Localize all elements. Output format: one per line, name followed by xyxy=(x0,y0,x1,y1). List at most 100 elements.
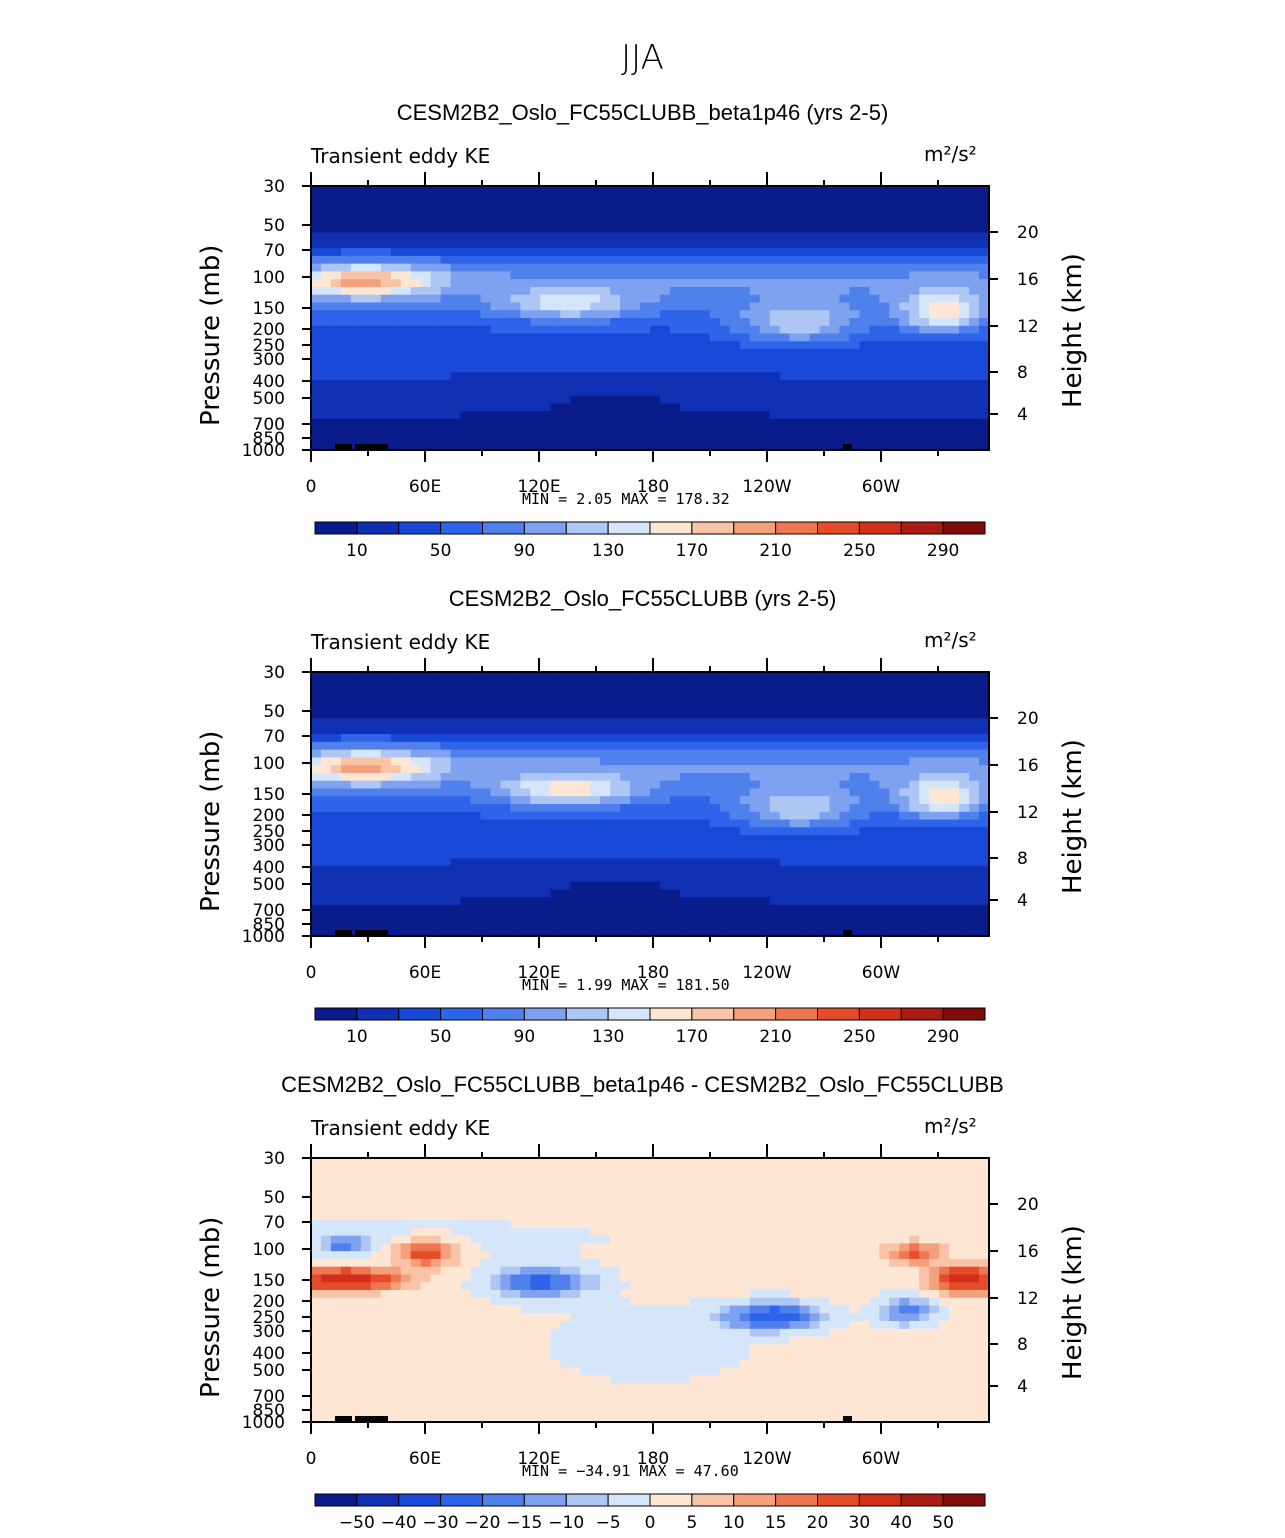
field-cell xyxy=(680,874,691,882)
field-cell xyxy=(560,1166,571,1174)
field-cell xyxy=(919,434,930,442)
field-cell xyxy=(570,380,581,388)
field-cell xyxy=(660,827,671,835)
field-cell xyxy=(640,719,651,727)
field-cell xyxy=(371,1158,382,1166)
field-cell xyxy=(471,248,482,256)
field-cell xyxy=(331,703,342,711)
field-cell xyxy=(959,357,970,365)
field-cell xyxy=(750,812,761,820)
field-cell xyxy=(839,781,850,789)
field-cell xyxy=(680,279,691,287)
field-cell xyxy=(740,796,751,804)
field-cell xyxy=(530,757,541,765)
field-cell xyxy=(849,773,860,781)
field-cell xyxy=(431,372,442,380)
field-cell xyxy=(899,788,910,796)
field-cell xyxy=(750,310,761,318)
field-cell xyxy=(471,287,482,295)
field-cell xyxy=(381,334,392,342)
field-cell xyxy=(471,688,482,696)
field-cell xyxy=(969,233,980,241)
field-cell xyxy=(610,349,621,357)
field-cell xyxy=(919,742,930,750)
field-cell xyxy=(730,765,741,773)
field-cell xyxy=(690,372,701,380)
field-cell xyxy=(730,326,741,334)
field-cell xyxy=(790,827,801,835)
colorbar-swatch xyxy=(943,522,985,534)
max-value: 178.32 xyxy=(676,490,730,508)
field-cell xyxy=(630,411,641,419)
colorbar-swatch xyxy=(399,1008,441,1020)
field-cell xyxy=(929,326,940,334)
field-cell xyxy=(660,757,671,765)
field-cell xyxy=(510,905,521,913)
field-cell xyxy=(421,186,432,194)
field-cell xyxy=(879,318,890,326)
field-cell xyxy=(411,334,422,342)
field-cell xyxy=(371,396,382,404)
field-cell xyxy=(520,209,531,217)
field-cell xyxy=(331,874,342,882)
field-cell xyxy=(869,310,880,318)
field-cell xyxy=(570,310,581,318)
field-cell xyxy=(441,734,452,742)
field-cell xyxy=(381,194,392,202)
field-cell xyxy=(700,765,711,773)
field-cell xyxy=(500,357,511,365)
field-cell xyxy=(810,279,821,287)
field-cell xyxy=(421,874,432,882)
field-cell xyxy=(750,1166,761,1174)
field-cell xyxy=(720,750,731,758)
field-cell xyxy=(660,688,671,696)
field-cell xyxy=(869,726,880,734)
field-cell xyxy=(750,680,761,688)
field-cell xyxy=(530,765,541,773)
field-cell xyxy=(401,194,412,202)
field-cell xyxy=(690,703,701,711)
field-cell xyxy=(919,202,930,210)
field-cell xyxy=(421,757,432,765)
field-cell xyxy=(919,194,930,202)
field-cell xyxy=(680,711,691,719)
field-cell xyxy=(859,225,870,233)
field-cell xyxy=(800,703,811,711)
field-cell xyxy=(949,820,960,828)
field-cell xyxy=(331,419,342,427)
field-cell xyxy=(510,334,521,342)
field-cell xyxy=(670,194,681,202)
field-cell xyxy=(810,680,821,688)
field-cell xyxy=(939,310,950,318)
field-cell xyxy=(879,827,890,835)
field-cell xyxy=(421,750,432,758)
field-cell xyxy=(859,349,870,357)
field-cell xyxy=(780,264,791,272)
field-cell xyxy=(949,388,960,396)
field-cell xyxy=(630,835,641,843)
field-cell xyxy=(361,1174,372,1182)
field-cell xyxy=(580,318,591,326)
field-cell xyxy=(331,726,342,734)
field-cell xyxy=(720,194,731,202)
field-cell xyxy=(640,295,651,303)
field-cell xyxy=(730,680,741,688)
field-cell xyxy=(411,781,422,789)
field-cell xyxy=(909,372,920,380)
field-cell xyxy=(640,380,651,388)
field-cell xyxy=(331,434,342,442)
field-cell xyxy=(680,341,691,349)
field-cell xyxy=(620,734,631,742)
field-cell xyxy=(829,703,840,711)
field-cell xyxy=(800,711,811,719)
field-cell xyxy=(500,403,511,411)
field-cell xyxy=(660,186,671,194)
field-cell xyxy=(899,734,910,742)
field-cell xyxy=(879,434,890,442)
field-cell xyxy=(869,225,880,233)
field-cell xyxy=(381,419,392,427)
colorbar-label: 130 xyxy=(592,541,624,561)
field-cell xyxy=(570,711,581,719)
field-cell xyxy=(680,349,691,357)
field-cell xyxy=(849,411,860,419)
